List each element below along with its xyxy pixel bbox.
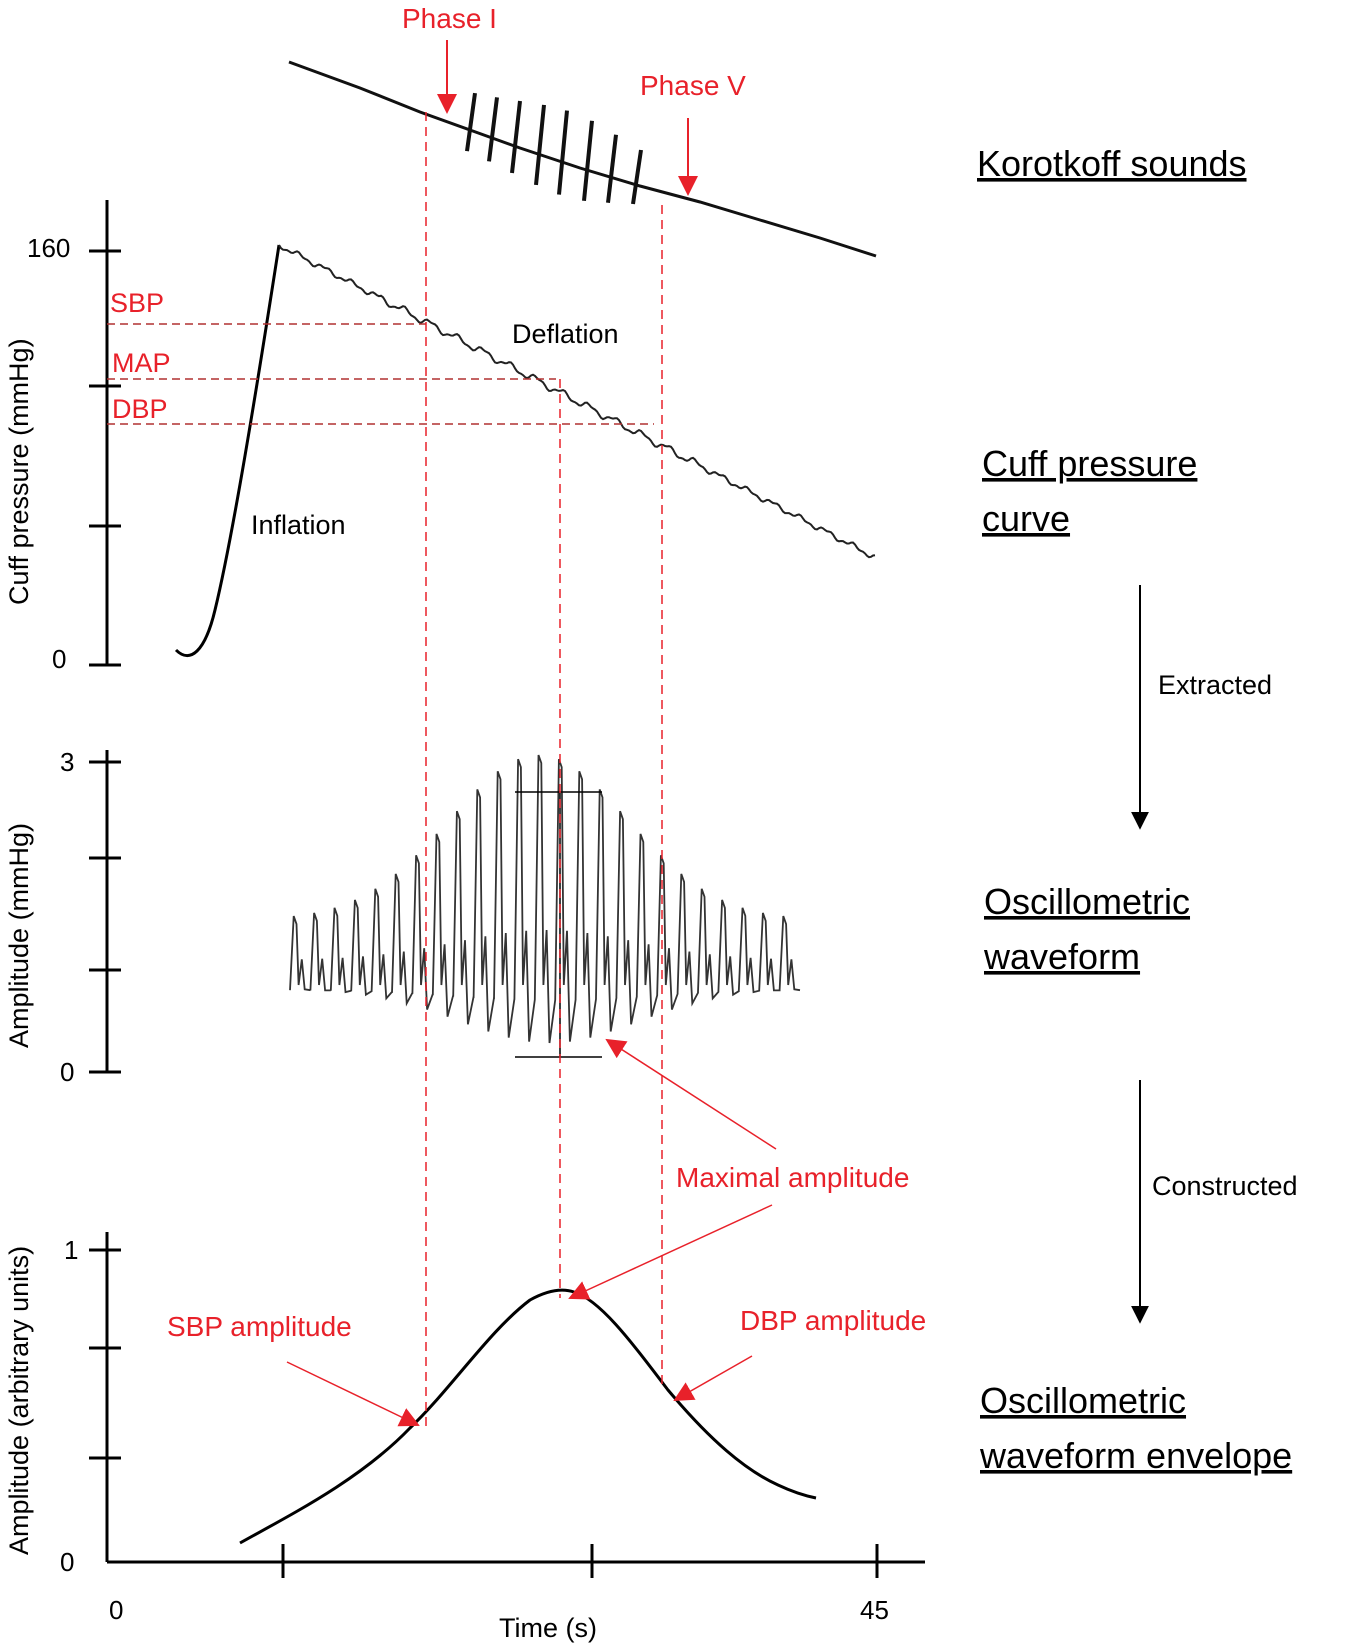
deflation-curve — [278, 244, 876, 559]
env-label-line2: waveform envelope — [979, 1435, 1292, 1476]
cuff-pressure-label-line2: curve — [982, 498, 1070, 539]
sbp-amp-label: SBP amplitude — [167, 1311, 352, 1342]
max-amp-arrow-down — [568, 1204, 773, 1300]
time-axis-title: Time (s) — [499, 1613, 597, 1643]
osc-tick-label-0: 0 — [60, 1057, 74, 1087]
sbp-marker-label: SBP — [110, 288, 164, 318]
env-axis-title: Amplitude (arbitrary units) — [4, 1246, 34, 1555]
time-tick-label-0: 0 — [109, 1595, 123, 1625]
max-amp-label: Maximal amplitude — [676, 1162, 909, 1193]
env-tick-label-1: 1 — [64, 1235, 78, 1265]
env-label-line1: Oscillometric — [980, 1380, 1186, 1421]
osc-waveform-label-line2: waveform — [983, 936, 1140, 977]
phase-5-label: Phase V — [640, 70, 746, 101]
extracted-label: Extracted — [1158, 670, 1272, 700]
korotkoff-tick — [606, 134, 618, 203]
max-amp-arrow-up — [605, 1038, 777, 1150]
osc-axis-title: Amplitude (mmHg) — [4, 823, 34, 1048]
osc-tick-label-3: 3 — [60, 747, 74, 777]
osc-waveform-label-line1: Oscillometric — [984, 881, 1190, 922]
time-tick-label-45: 45 — [860, 1595, 889, 1625]
korotkoff-tick — [510, 100, 522, 174]
korotkoff-tick — [534, 104, 546, 186]
korotkoff-tick — [557, 110, 569, 195]
korotkoff-baseline — [288, 60, 877, 258]
dbp-amp-arrow — [673, 1355, 753, 1401]
cuff-tick-label-0: 0 — [52, 644, 66, 674]
cuff-axis-title: Cuff pressure (mmHg) — [4, 338, 34, 605]
korotkoff-tick — [582, 120, 594, 202]
inflation-label: Inflation — [251, 510, 346, 540]
inflation-curve — [174, 244, 281, 657]
constructed-label: Constructed — [1152, 1171, 1298, 1201]
korotkoff-tick — [487, 97, 499, 162]
korotkoff-sound-ticks — [465, 92, 643, 205]
cuff-pressure-label-line1: Cuff pressure — [982, 443, 1197, 484]
sbp-amp-arrow — [286, 1361, 420, 1427]
phase-1-label: Phase I — [402, 3, 497, 34]
dbp-marker-label: DBP — [112, 394, 168, 424]
cuff-tick-label-160: 160 — [27, 233, 70, 263]
korotkoff-tick — [631, 149, 643, 205]
oscillometric-waveform — [289, 754, 801, 1044]
dbp-amp-label: DBP amplitude — [740, 1305, 926, 1336]
korotkoff-tick — [465, 92, 477, 152]
map-marker-label: MAP — [112, 348, 171, 378]
deflation-label: Deflation — [512, 319, 619, 349]
env-tick-label-0: 0 — [60, 1547, 74, 1577]
korotkoff-sounds-label: Korotkoff sounds — [977, 143, 1247, 184]
